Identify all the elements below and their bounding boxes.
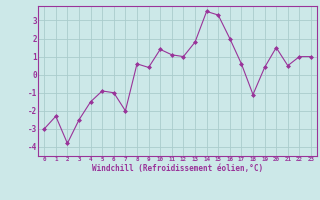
X-axis label: Windchill (Refroidissement éolien,°C): Windchill (Refroidissement éolien,°C) bbox=[92, 164, 263, 173]
